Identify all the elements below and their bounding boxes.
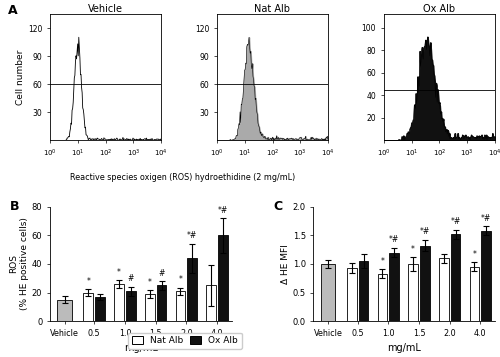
Text: *: *: [148, 278, 152, 287]
Bar: [145, 294, 154, 321]
Legend: Nat Alb, Ox Alb: Nat Alb, Ox Alb: [128, 333, 242, 349]
Bar: [439, 258, 448, 321]
Title: Vehicle: Vehicle: [88, 4, 123, 14]
Text: *#: *#: [389, 236, 400, 245]
Text: *: *: [472, 250, 476, 259]
Bar: [114, 284, 124, 321]
Text: *#: *#: [450, 217, 460, 226]
Bar: [206, 286, 216, 321]
Text: *#: *#: [187, 231, 198, 241]
Text: C: C: [274, 200, 282, 213]
Bar: [358, 261, 368, 321]
Bar: [408, 264, 418, 321]
Text: *: *: [380, 257, 384, 266]
Text: A: A: [8, 4, 18, 17]
Bar: [84, 293, 93, 321]
Text: B: B: [10, 200, 20, 213]
Bar: [420, 246, 430, 321]
Title: Ox Alb: Ox Alb: [424, 4, 456, 14]
Bar: [390, 252, 399, 321]
Text: *: *: [86, 277, 90, 286]
Text: #: #: [158, 269, 164, 278]
Bar: [378, 274, 388, 321]
Bar: [320, 264, 336, 321]
Bar: [470, 267, 480, 321]
Text: *: *: [117, 268, 121, 277]
Bar: [126, 291, 136, 321]
Y-axis label: Δ HE MFI: Δ HE MFI: [281, 244, 290, 284]
Text: *: *: [411, 245, 415, 253]
Bar: [58, 300, 72, 321]
Text: *#: *#: [481, 214, 492, 223]
Bar: [482, 231, 491, 321]
Text: *#: *#: [218, 206, 228, 215]
Bar: [176, 291, 186, 321]
Y-axis label: ROS
(% HE positive cells): ROS (% HE positive cells): [10, 217, 29, 310]
Bar: [347, 268, 356, 321]
Bar: [188, 258, 197, 321]
X-axis label: mg/mL: mg/mL: [124, 343, 158, 353]
Y-axis label: Cell number: Cell number: [16, 50, 25, 105]
X-axis label: mg/mL: mg/mL: [387, 343, 421, 353]
Title: Nat Alb: Nat Alb: [254, 4, 290, 14]
Bar: [450, 234, 460, 321]
Text: *#: *#: [420, 227, 430, 236]
Text: #: #: [128, 275, 134, 283]
Bar: [96, 297, 105, 321]
Text: *: *: [178, 275, 182, 284]
Bar: [156, 286, 166, 321]
Text: Reactive species oxigen (ROS) hydroethidine (2 mg/mL): Reactive species oxigen (ROS) hydroethid…: [70, 173, 295, 182]
Bar: [218, 235, 228, 321]
